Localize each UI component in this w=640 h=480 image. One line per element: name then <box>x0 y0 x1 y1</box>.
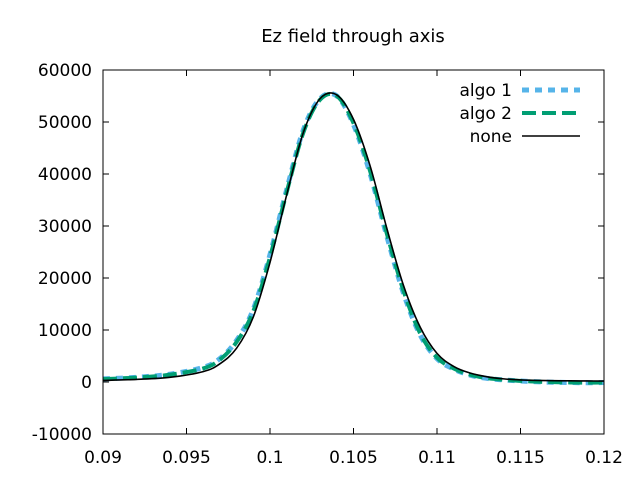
x-tick-label: 0.115 <box>496 448 545 468</box>
x-tick-label: 0.09 <box>84 448 122 468</box>
axis-ticks: -10000 0 10000 20000 30000 40000 50000 60000 0.0… <box>32 61 623 468</box>
y-tick-label: 40000 <box>38 165 92 185</box>
series-line-none <box>102 92 605 382</box>
chart-title: Ez field through axis <box>261 26 445 47</box>
series-line-algo-1 <box>102 90 605 386</box>
y-tick-label: 20000 <box>38 269 92 289</box>
y-tick-label: 30000 <box>38 217 92 237</box>
x-tick-label: 0.095 <box>162 448 211 468</box>
legend-label: none <box>470 127 512 147</box>
x-tick-label: 0.12 <box>585 448 623 468</box>
x-tick-label: 0.105 <box>329 448 378 468</box>
y-tick-label: -10000 <box>32 425 92 445</box>
x-tick-label: 0.11 <box>418 448 456 468</box>
plot-frame <box>102 69 605 435</box>
legend: algo 1 algo 2 none <box>459 81 580 147</box>
y-tick-label: 10000 <box>38 321 92 341</box>
y-tick-label: 0 <box>81 373 92 393</box>
series-group <box>102 90 605 386</box>
series-line-algo-2 <box>102 91 605 385</box>
y-tick-label: 60000 <box>38 61 92 81</box>
x-tick-label: 0.1 <box>256 448 283 468</box>
legend-label: algo 2 <box>459 104 512 124</box>
y-tick-label: 50000 <box>38 113 92 133</box>
legend-label: algo 1 <box>459 81 512 101</box>
